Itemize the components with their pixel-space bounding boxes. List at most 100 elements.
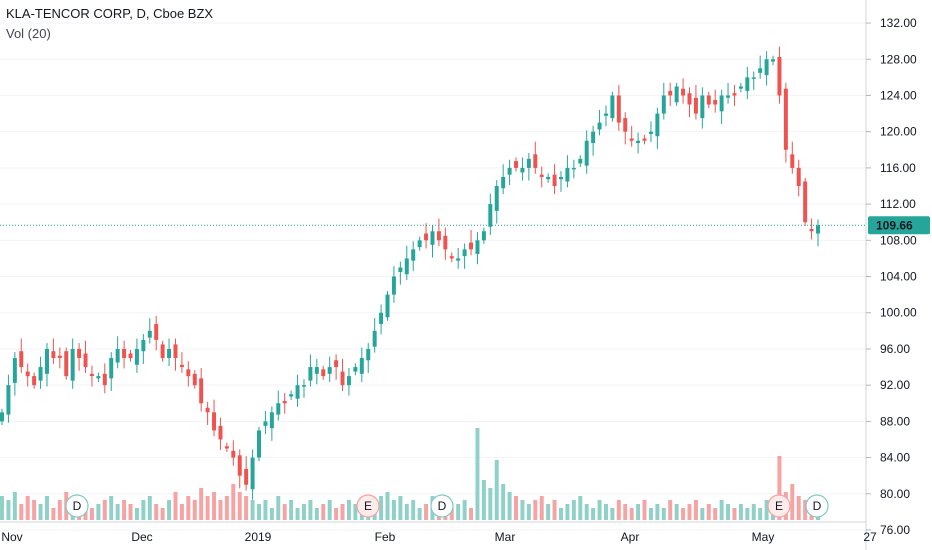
volume-bar	[411, 500, 416, 520]
event-marker-label: E	[364, 499, 372, 513]
event-marker-label: E	[775, 499, 783, 513]
candle-body	[154, 324, 159, 340]
candle-body	[321, 369, 326, 377]
volume-bar	[0, 496, 4, 520]
candle-body	[481, 231, 486, 241]
volume-bar	[25, 496, 30, 520]
volume-bar	[661, 508, 666, 520]
volume-bar	[777, 456, 782, 520]
price-tick-label: 132.00	[880, 16, 917, 30]
candle-body	[642, 138, 647, 141]
volume-bar	[796, 496, 801, 520]
volume-bar	[738, 504, 743, 520]
volume-bar	[334, 508, 339, 520]
volume-bar	[224, 496, 229, 520]
volume-bar	[391, 500, 396, 520]
volume-bar	[19, 504, 24, 520]
candle-body	[147, 330, 152, 338]
volume-bar	[790, 484, 795, 520]
volume-bar	[32, 500, 37, 520]
volume-bar	[301, 504, 306, 520]
time-tick-label: 27	[863, 530, 877, 544]
volume-bar	[449, 508, 454, 520]
volume-bar	[597, 500, 602, 520]
volume-bar	[629, 508, 634, 520]
candle-body	[449, 256, 454, 259]
candle-body	[616, 95, 621, 123]
volume-bar	[693, 500, 698, 520]
volume-bar	[340, 504, 345, 520]
price-tick-label: 100.00	[880, 306, 917, 320]
candle-body	[623, 118, 628, 132]
volume-bar	[173, 492, 178, 520]
candle-body	[179, 364, 184, 368]
price-tick-label: 104.00	[880, 270, 917, 284]
candle-body	[334, 360, 339, 368]
candle-body	[706, 95, 711, 105]
volume-bar	[51, 508, 56, 520]
candle-body	[713, 100, 718, 105]
volume-bar	[122, 500, 127, 520]
candle-body	[122, 348, 127, 358]
candle-body	[597, 122, 602, 130]
volume-indicator-label[interactable]: Vol (20)	[6, 26, 51, 41]
volume-bar	[603, 504, 608, 520]
candle-body	[552, 174, 557, 186]
volume-bar	[192, 500, 197, 520]
volume-bar	[758, 508, 763, 520]
candle-body	[44, 348, 49, 374]
volume-bar	[327, 500, 332, 520]
volume-bar	[109, 496, 114, 520]
volume-bar	[732, 508, 737, 520]
volume-bar	[147, 496, 152, 520]
volume-bar	[571, 500, 576, 520]
candle-body	[398, 267, 403, 272]
candle-body	[436, 231, 441, 241]
volume-bar	[179, 504, 184, 520]
time-tick-label: Mar	[495, 530, 516, 544]
candle-body	[726, 95, 731, 98]
candle-body	[115, 348, 120, 363]
candle-body	[141, 339, 146, 352]
volume-bar	[346, 500, 351, 520]
candle-body	[372, 330, 377, 347]
volume-bar	[12, 492, 17, 520]
candle-body	[269, 412, 274, 429]
candle-body	[603, 113, 608, 116]
event-marker-label: D	[813, 499, 822, 513]
volume-bar	[507, 492, 512, 520]
candle-body	[404, 258, 409, 275]
candle-body	[199, 378, 204, 404]
candle-body	[661, 95, 666, 114]
candle-body	[96, 376, 101, 379]
volume-bar	[289, 500, 294, 520]
volume-bar	[462, 500, 467, 520]
price-tick-label: 116.00	[880, 161, 916, 175]
time-tick-label: 2019	[245, 530, 272, 544]
volume-bar	[263, 500, 268, 520]
candle-body	[314, 367, 319, 374]
candle-body	[571, 167, 576, 170]
candle-body	[430, 231, 435, 245]
volume-bar	[745, 508, 750, 520]
volume-bar	[526, 504, 531, 520]
candle-body	[488, 204, 493, 227]
volume-bar	[475, 428, 480, 520]
candle-body	[282, 401, 287, 404]
volume-bar	[681, 508, 686, 520]
last-price-badge	[868, 216, 930, 235]
volume-bar	[404, 504, 409, 520]
volume-bar	[276, 496, 281, 520]
time-tick-label: Apr	[621, 530, 640, 544]
volume-bar	[237, 492, 242, 520]
candle-body	[469, 242, 474, 250]
candle-body	[340, 371, 345, 386]
volume-bar	[308, 500, 313, 520]
candle-body	[771, 59, 776, 62]
candle-body	[514, 161, 519, 168]
volume-bar	[353, 504, 358, 520]
volume-bar	[269, 508, 274, 520]
candle-body	[32, 376, 37, 386]
time-tick-label: May	[752, 530, 775, 544]
